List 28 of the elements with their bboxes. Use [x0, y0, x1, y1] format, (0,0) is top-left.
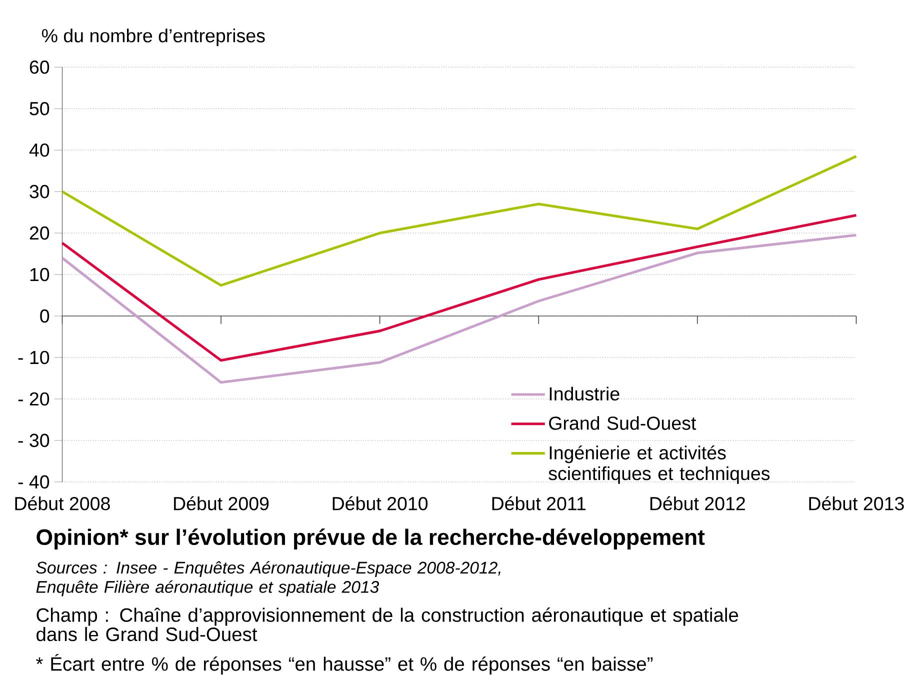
x-tick-label: Début 2009: [174, 496, 269, 510]
x-tick-label: Début 2011: [492, 496, 586, 510]
legend-label: Grand Sud-Ouest: [549, 416, 696, 430]
line-series: [60, 155, 858, 287]
y-tick-label: - 20: [18, 392, 50, 406]
y-tick-label: 0: [40, 310, 50, 323]
text: * Écart entre % de réponses “en hausse” et % de réponses “en baisse”: [36, 654, 653, 675]
y-tick-label: 10: [30, 268, 50, 282]
y-tick-label: - 10: [18, 351, 50, 364]
text: Champ : Chaîne d’approvisionnement de la construction aéronautique et spatiale dans le Grand Sud-Ouest: [36, 608, 738, 642]
y-tick-label: 40: [29, 144, 50, 157]
y-tick-label: 30: [30, 185, 50, 198]
y-axis-title: % du nombre d’entreprises: [42, 28, 265, 46]
legend-label: Industrie: [550, 386, 620, 401]
y-tick-label: 50: [30, 102, 50, 116]
y-tick-label: 20: [30, 226, 50, 240]
x-tick-label: Début 2010: [332, 496, 428, 510]
x-tick-label: Début 2008: [15, 496, 110, 510]
text: Opinion* sur l’évolution prévue de la recherche-développement: [36, 528, 705, 550]
legend-label: Ingénierie et activités scientifiques et techniques: [548, 446, 770, 484]
y-tick-label: 60: [30, 60, 50, 74]
x-tick-label: Début 2013: [809, 496, 904, 510]
y-tick-label: - 40: [18, 475, 50, 489]
x-tick-label: Début 2012: [650, 496, 745, 510]
source-note: Sources : Insee - Enquêtes Aéronautique-Espace 2008-2012, Enquête Filière aéronautique et spatiale 2013: [36, 561, 500, 596]
line-series: [60, 234, 858, 384]
line-series: [60, 214, 858, 362]
y-tick-label: - 30: [18, 434, 50, 448]
